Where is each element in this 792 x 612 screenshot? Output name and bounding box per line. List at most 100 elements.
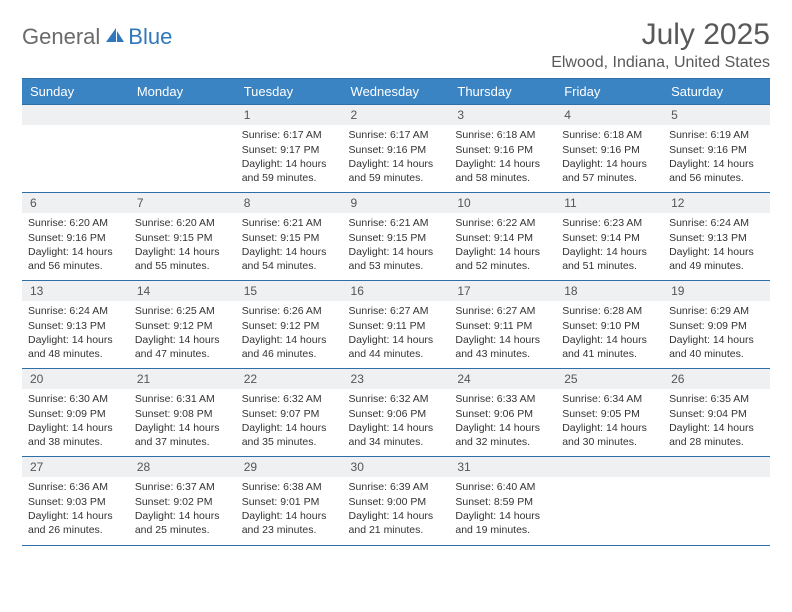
day-detail-line: and 19 minutes. [455, 523, 550, 537]
day-number: 26 [663, 369, 770, 389]
calendar-cell: 24Sunrise: 6:33 AMSunset: 9:06 PMDayligh… [449, 369, 556, 457]
day-number: 21 [129, 369, 236, 389]
day-detail-line: Daylight: 14 hours [242, 333, 337, 347]
day-detail-line: and 30 minutes. [562, 435, 657, 449]
day-detail-line: Daylight: 14 hours [242, 157, 337, 171]
day-detail-line: and 37 minutes. [135, 435, 230, 449]
calendar-week-row: 20Sunrise: 6:30 AMSunset: 9:09 PMDayligh… [22, 369, 770, 457]
location: Elwood, Indiana, United States [551, 54, 770, 72]
day-detail-line: Sunrise: 6:19 AM [669, 128, 764, 142]
day-details [129, 125, 236, 132]
day-detail-line: Daylight: 14 hours [669, 421, 764, 435]
day-detail-line: Daylight: 14 hours [349, 245, 444, 259]
calendar-cell: 7Sunrise: 6:20 AMSunset: 9:15 PMDaylight… [129, 193, 236, 281]
day-details: Sunrise: 6:24 AMSunset: 9:13 PMDaylight:… [663, 213, 770, 277]
day-number: 1 [236, 105, 343, 125]
day-number: 29 [236, 457, 343, 477]
calendar-cell: 15Sunrise: 6:26 AMSunset: 9:12 PMDayligh… [236, 281, 343, 369]
day-detail-line: Daylight: 14 hours [135, 509, 230, 523]
day-detail-line: Sunrise: 6:17 AM [349, 128, 444, 142]
day-details: Sunrise: 6:20 AMSunset: 9:15 PMDaylight:… [129, 213, 236, 277]
day-detail-line: Sunset: 9:13 PM [28, 319, 123, 333]
day-details: Sunrise: 6:17 AMSunset: 9:17 PMDaylight:… [236, 125, 343, 189]
day-detail-line: Daylight: 14 hours [455, 245, 550, 259]
day-number: 18 [556, 281, 663, 301]
day-number: 23 [343, 369, 450, 389]
day-detail-line: and 58 minutes. [455, 171, 550, 185]
day-number: 24 [449, 369, 556, 389]
day-detail-line: Sunset: 9:16 PM [562, 143, 657, 157]
calendar-cell [663, 457, 770, 545]
weekday-header: Tuesday [236, 79, 343, 105]
day-detail-line: and 59 minutes. [242, 171, 337, 185]
day-detail-line: and 40 minutes. [669, 347, 764, 361]
day-number: 25 [556, 369, 663, 389]
day-detail-line: Sunset: 9:11 PM [455, 319, 550, 333]
day-detail-line: Daylight: 14 hours [669, 333, 764, 347]
day-number: 8 [236, 193, 343, 213]
day-detail-line: Daylight: 14 hours [349, 157, 444, 171]
day-details: Sunrise: 6:21 AMSunset: 9:15 PMDaylight:… [343, 213, 450, 277]
day-number [129, 105, 236, 125]
day-detail-line: and 34 minutes. [349, 435, 444, 449]
day-detail-line: Daylight: 14 hours [28, 421, 123, 435]
day-detail-line: and 28 minutes. [669, 435, 764, 449]
day-detail-line: Sunset: 8:59 PM [455, 495, 550, 509]
calendar-cell: 26Sunrise: 6:35 AMSunset: 9:04 PMDayligh… [663, 369, 770, 457]
calendar-cell: 3Sunrise: 6:18 AMSunset: 9:16 PMDaylight… [449, 105, 556, 193]
day-detail-line: Sunrise: 6:27 AM [349, 304, 444, 318]
day-details: Sunrise: 6:29 AMSunset: 9:09 PMDaylight:… [663, 301, 770, 365]
day-details: Sunrise: 6:19 AMSunset: 9:16 PMDaylight:… [663, 125, 770, 189]
day-number: 19 [663, 281, 770, 301]
day-details: Sunrise: 6:25 AMSunset: 9:12 PMDaylight:… [129, 301, 236, 365]
day-details: Sunrise: 6:26 AMSunset: 9:12 PMDaylight:… [236, 301, 343, 365]
day-number: 5 [663, 105, 770, 125]
calendar-table: SundayMondayTuesdayWednesdayThursdayFrid… [22, 78, 770, 545]
calendar-cell: 28Sunrise: 6:37 AMSunset: 9:02 PMDayligh… [129, 457, 236, 545]
day-detail-line: Sunrise: 6:35 AM [669, 392, 764, 406]
calendar-cell: 13Sunrise: 6:24 AMSunset: 9:13 PMDayligh… [22, 281, 129, 369]
day-detail-line: and 25 minutes. [135, 523, 230, 537]
calendar-cell: 5Sunrise: 6:19 AMSunset: 9:16 PMDaylight… [663, 105, 770, 193]
day-detail-line: Daylight: 14 hours [562, 157, 657, 171]
day-detail-line: Daylight: 14 hours [562, 421, 657, 435]
day-detail-line: Sunrise: 6:22 AM [455, 216, 550, 230]
day-details: Sunrise: 6:33 AMSunset: 9:06 PMDaylight:… [449, 389, 556, 453]
day-detail-line: Daylight: 14 hours [349, 333, 444, 347]
day-detail-line: and 55 minutes. [135, 259, 230, 273]
calendar-cell: 27Sunrise: 6:36 AMSunset: 9:03 PMDayligh… [22, 457, 129, 545]
day-detail-line: Daylight: 14 hours [28, 245, 123, 259]
calendar-cell: 20Sunrise: 6:30 AMSunset: 9:09 PMDayligh… [22, 369, 129, 457]
day-detail-line: Sunrise: 6:28 AM [562, 304, 657, 318]
day-number: 12 [663, 193, 770, 213]
day-detail-line: Daylight: 14 hours [562, 245, 657, 259]
day-details: Sunrise: 6:22 AMSunset: 9:14 PMDaylight:… [449, 213, 556, 277]
day-number: 16 [343, 281, 450, 301]
day-detail-line: Sunrise: 6:21 AM [242, 216, 337, 230]
calendar-cell [556, 457, 663, 545]
day-detail-line: Daylight: 14 hours [135, 333, 230, 347]
day-details: Sunrise: 6:21 AMSunset: 9:15 PMDaylight:… [236, 213, 343, 277]
day-detail-line: Daylight: 14 hours [242, 421, 337, 435]
day-number: 17 [449, 281, 556, 301]
day-detail-line: and 41 minutes. [562, 347, 657, 361]
calendar-cell: 6Sunrise: 6:20 AMSunset: 9:16 PMDaylight… [22, 193, 129, 281]
day-detail-line: Sunset: 9:15 PM [242, 231, 337, 245]
bottom-rule [22, 545, 770, 546]
day-detail-line: Sunrise: 6:38 AM [242, 480, 337, 494]
day-detail-line: Daylight: 14 hours [349, 509, 444, 523]
day-detail-line: and 48 minutes. [28, 347, 123, 361]
day-detail-line: Sunset: 9:12 PM [135, 319, 230, 333]
day-details [663, 477, 770, 484]
day-detail-line: Daylight: 14 hours [349, 421, 444, 435]
day-details: Sunrise: 6:18 AMSunset: 9:16 PMDaylight:… [449, 125, 556, 189]
logo-text-general: General [22, 24, 100, 50]
day-detail-line: Sunset: 9:14 PM [562, 231, 657, 245]
day-detail-line: Sunrise: 6:31 AM [135, 392, 230, 406]
day-detail-line: Daylight: 14 hours [135, 421, 230, 435]
day-detail-line: Sunset: 9:11 PM [349, 319, 444, 333]
day-number: 15 [236, 281, 343, 301]
day-detail-line: Sunset: 9:12 PM [242, 319, 337, 333]
day-detail-line: Sunset: 9:13 PM [669, 231, 764, 245]
day-detail-line: and 54 minutes. [242, 259, 337, 273]
